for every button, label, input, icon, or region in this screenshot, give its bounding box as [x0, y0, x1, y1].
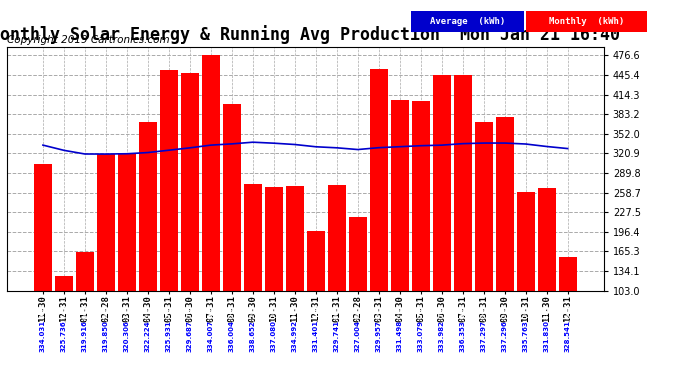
Text: 220.000: 220.000	[355, 303, 361, 335]
Text: 335.763: 335.763	[523, 321, 529, 352]
Bar	[526, 11, 647, 32]
Bar	[559, 256, 577, 355]
Text: 404.000: 404.000	[417, 303, 424, 335]
Text: 268.000: 268.000	[271, 303, 277, 335]
Text: 325.931: 325.931	[166, 321, 172, 352]
Bar	[391, 100, 408, 356]
Text: 270.000: 270.000	[334, 303, 339, 335]
Text: 325.736: 325.736	[61, 321, 67, 352]
Bar	[517, 192, 535, 356]
Text: 400.000: 400.000	[229, 303, 235, 335]
Bar	[160, 69, 178, 355]
Bar	[412, 101, 430, 356]
Bar	[139, 123, 157, 356]
Text: 260.000: 260.000	[523, 303, 529, 335]
Bar	[349, 217, 366, 356]
Text: 265.800: 265.800	[544, 303, 550, 335]
Bar	[118, 154, 136, 356]
Bar	[202, 55, 220, 356]
Bar	[286, 186, 304, 356]
Text: 336.353: 336.353	[460, 321, 466, 352]
Text: 334.007: 334.007	[208, 320, 214, 352]
Text: Average  (kWh): Average (kWh)	[430, 17, 505, 26]
Text: 334.031: 334.031	[40, 320, 46, 352]
Text: 320.306: 320.306	[124, 321, 130, 352]
Text: 331.498: 331.498	[397, 320, 403, 352]
Text: 337.296: 337.296	[502, 321, 508, 352]
Bar	[538, 188, 555, 356]
Bar	[328, 186, 346, 356]
Text: 336.004: 336.004	[229, 320, 235, 352]
Bar	[76, 252, 94, 356]
Text: 319.900: 319.900	[103, 303, 109, 335]
Text: 333.982: 333.982	[439, 321, 445, 352]
Text: 319.850: 319.850	[103, 321, 109, 352]
Text: 268.900: 268.900	[292, 303, 298, 335]
Bar	[307, 231, 325, 356]
Text: 338.652: 338.652	[250, 321, 256, 352]
Text: 455.000: 455.000	[376, 303, 382, 335]
Text: 331.401: 331.401	[313, 320, 319, 352]
Bar	[496, 117, 513, 356]
Title: Monthly Solar Energy & Running Avg Production  Mon Jan 21 16:40: Monthly Solar Energy & Running Avg Produ…	[0, 25, 620, 44]
Text: 197.400: 197.400	[313, 303, 319, 335]
Bar	[475, 123, 493, 356]
Bar	[181, 74, 199, 356]
Text: 337.080: 337.080	[271, 320, 277, 352]
Text: 445.000: 445.000	[439, 303, 445, 335]
Text: 304.000: 304.000	[40, 303, 46, 335]
Text: Monthly  (kWh): Monthly (kWh)	[549, 17, 624, 26]
Bar	[433, 75, 451, 355]
Text: 327.004: 327.004	[355, 320, 361, 352]
Text: 333.079: 333.079	[417, 320, 424, 352]
Text: 271.500: 271.500	[250, 303, 256, 335]
Text: Copyright 2019 Cartronics.com: Copyright 2019 Cartronics.com	[7, 35, 170, 45]
Bar	[454, 75, 472, 355]
Text: 319.916: 319.916	[82, 321, 88, 352]
Text: 331.830: 331.830	[544, 320, 550, 352]
Text: 322.224: 322.224	[145, 321, 151, 352]
Bar	[411, 11, 524, 32]
Text: 329.741: 329.741	[334, 320, 339, 352]
Text: 448.000: 448.000	[187, 303, 193, 335]
Text: 477.000: 477.000	[208, 303, 214, 335]
Text: 405.000: 405.000	[397, 303, 403, 335]
Bar	[55, 276, 73, 356]
Text: 328.541: 328.541	[564, 321, 571, 352]
Text: 329.687: 329.687	[187, 321, 193, 352]
Text: 378.000: 378.000	[502, 303, 508, 335]
Text: 337.297: 337.297	[481, 321, 486, 352]
Text: 125.700: 125.700	[61, 303, 67, 335]
Text: 370.000: 370.000	[481, 303, 486, 335]
Text: 329.957: 329.957	[376, 321, 382, 352]
Text: 165.000: 165.000	[82, 303, 88, 335]
Text: 445.000: 445.000	[460, 303, 466, 335]
Bar	[223, 104, 241, 356]
Bar	[97, 154, 115, 356]
Text: 370.000: 370.000	[145, 303, 151, 335]
Bar	[34, 164, 52, 356]
Bar	[244, 184, 262, 356]
Bar	[265, 187, 283, 356]
Text: 334.992: 334.992	[292, 320, 298, 352]
Text: 454.000: 454.000	[166, 303, 172, 335]
Text: 320.300: 320.300	[124, 303, 130, 335]
Text: 157.000: 157.000	[564, 303, 571, 335]
Bar	[370, 69, 388, 356]
